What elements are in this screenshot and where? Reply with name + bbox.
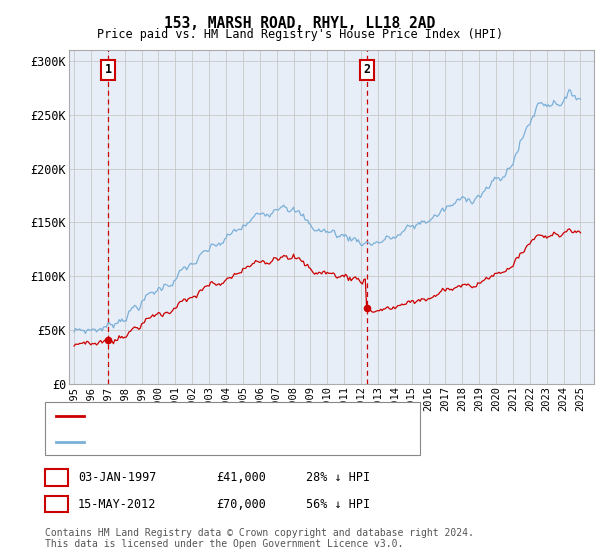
Text: 15-MAY-2012: 15-MAY-2012 xyxy=(78,497,157,511)
Text: HPI: Average price, detached house, Denbighshire: HPI: Average price, detached house, Denb… xyxy=(90,437,402,447)
Text: £41,000: £41,000 xyxy=(216,470,266,484)
Text: Contains HM Land Registry data © Crown copyright and database right 2024.
This d: Contains HM Land Registry data © Crown c… xyxy=(45,528,474,549)
Text: 28% ↓ HPI: 28% ↓ HPI xyxy=(306,470,370,484)
Text: 03-JAN-1997: 03-JAN-1997 xyxy=(78,470,157,484)
Text: 153, MARSH ROAD, RHYL, LL18 2AD (detached house): 153, MARSH ROAD, RHYL, LL18 2AD (detache… xyxy=(90,412,402,422)
Text: 2: 2 xyxy=(364,63,371,76)
Text: 1: 1 xyxy=(104,63,112,76)
Text: Price paid vs. HM Land Registry's House Price Index (HPI): Price paid vs. HM Land Registry's House … xyxy=(97,28,503,41)
Text: £70,000: £70,000 xyxy=(216,497,266,511)
Text: 153, MARSH ROAD, RHYL, LL18 2AD: 153, MARSH ROAD, RHYL, LL18 2AD xyxy=(164,16,436,31)
Text: 2: 2 xyxy=(53,497,60,511)
Text: 56% ↓ HPI: 56% ↓ HPI xyxy=(306,497,370,511)
Text: 1: 1 xyxy=(53,470,60,484)
